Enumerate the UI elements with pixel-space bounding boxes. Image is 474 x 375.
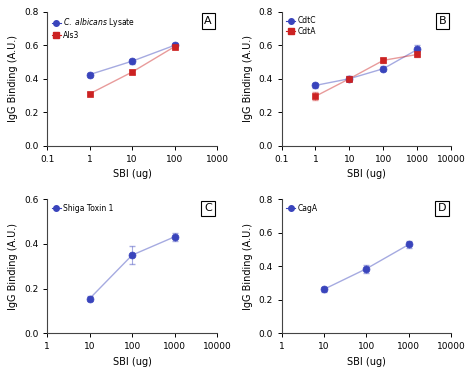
Y-axis label: IgG Binding (A.U.): IgG Binding (A.U.) <box>9 35 18 122</box>
X-axis label: SBI (ug): SBI (ug) <box>347 357 386 367</box>
Text: A: A <box>204 16 212 26</box>
Text: D: D <box>438 203 446 213</box>
Text: C: C <box>204 203 212 213</box>
Y-axis label: IgG Binding (A.U.): IgG Binding (A.U.) <box>243 223 253 310</box>
Y-axis label: IgG Binding (A.U.): IgG Binding (A.U.) <box>243 35 253 122</box>
Text: B: B <box>438 16 446 26</box>
X-axis label: SBI (ug): SBI (ug) <box>113 357 152 367</box>
Y-axis label: IgG Binding (A.U.): IgG Binding (A.U.) <box>9 223 18 310</box>
X-axis label: SBI (ug): SBI (ug) <box>113 169 152 179</box>
Legend: CagA: CagA <box>285 203 319 214</box>
Legend: CdtC, CdtA: CdtC, CdtA <box>285 16 317 37</box>
Legend: Shiga Toxin 1: Shiga Toxin 1 <box>51 203 115 214</box>
Legend: $\it{C.\ albicans}$ Lysate, Als3: $\it{C.\ albicans}$ Lysate, Als3 <box>51 16 137 41</box>
X-axis label: SBI (ug): SBI (ug) <box>347 169 386 179</box>
